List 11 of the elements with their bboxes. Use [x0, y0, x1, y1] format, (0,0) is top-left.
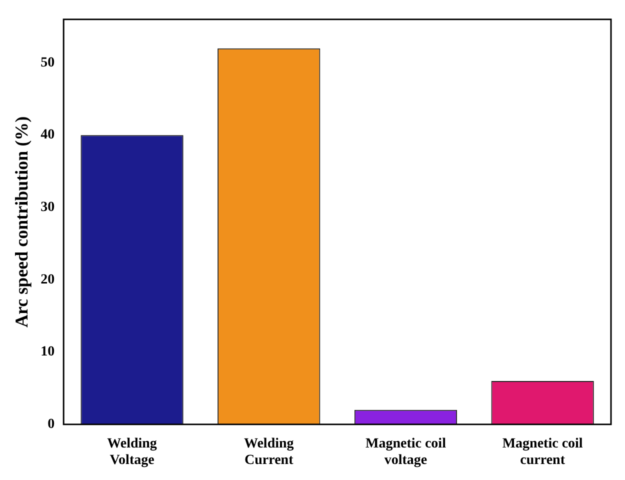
- y-tick-label: 10: [40, 344, 55, 360]
- y-tick-label: 0: [48, 417, 55, 432]
- x-tick-label: Welding Current: [244, 436, 294, 468]
- y-tick-label: 30: [40, 200, 55, 216]
- y-tick-label: 50: [40, 55, 55, 70]
- x-tick-label: Welding Voltage: [107, 436, 157, 468]
- x-tick-label: Magnetic coil voltage: [365, 436, 446, 468]
- x-tick-label: Magnetic coil current: [502, 436, 583, 468]
- y-tick-label: 40: [40, 128, 55, 143]
- y-axis-title: Arc speed contribution (%): [11, 116, 32, 328]
- y-tick-label: 20: [40, 272, 55, 288]
